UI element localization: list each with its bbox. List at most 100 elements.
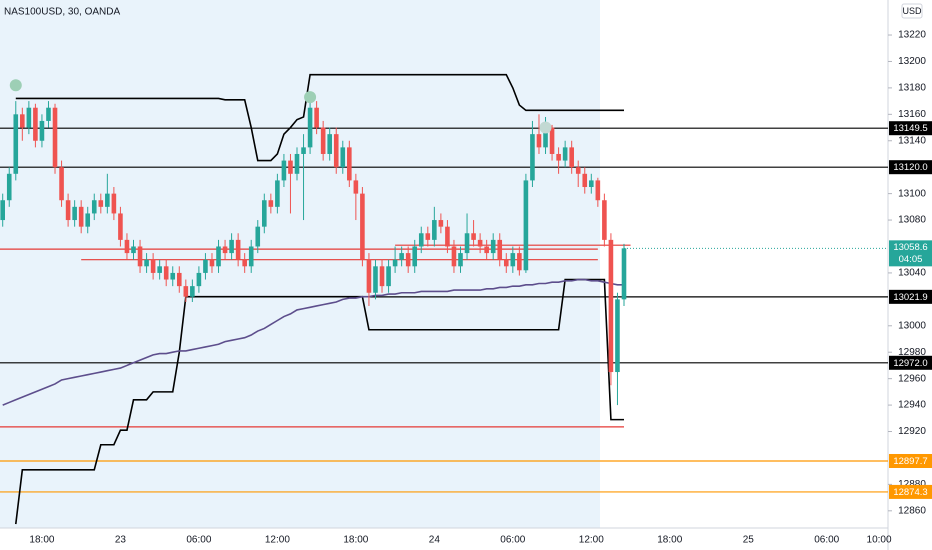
signal-marker xyxy=(539,121,552,134)
candle-body xyxy=(183,286,189,297)
candle-body xyxy=(72,206,77,221)
y-tick-label: 13200 xyxy=(898,56,926,67)
candle-body xyxy=(517,253,522,271)
x-tick-label: 06:00 xyxy=(186,535,211,546)
candle-body xyxy=(379,266,385,287)
level-label-box xyxy=(889,484,932,499)
level-label: 12972.0 xyxy=(893,358,927,369)
last-price-label: 13058.6 xyxy=(893,242,927,253)
candle-body xyxy=(405,253,411,267)
level-label-box xyxy=(889,160,932,175)
chart-title: NAS100USD, 30, OANDA xyxy=(4,7,120,18)
candle-body xyxy=(91,200,97,214)
level-label: 13021.9 xyxy=(893,292,927,303)
candle-body xyxy=(333,134,339,168)
candle-body xyxy=(144,259,149,267)
candle-body xyxy=(242,259,247,267)
x-tick-label: 12:00 xyxy=(579,535,604,546)
currency-box[interactable] xyxy=(901,3,923,19)
candle-body xyxy=(399,253,404,260)
candle-body xyxy=(314,107,319,128)
candle-body xyxy=(497,239,503,260)
candle-body xyxy=(445,226,450,247)
level-label: 13120.0 xyxy=(893,162,927,173)
candle-body xyxy=(556,153,561,161)
candle-body xyxy=(137,246,143,267)
countdown: 04:05 xyxy=(899,254,923,265)
candle-body xyxy=(530,134,535,181)
candle-body xyxy=(366,259,372,293)
last-price-box xyxy=(889,240,932,267)
y-tick-label: 12860 xyxy=(898,505,926,516)
candle-body xyxy=(39,120,45,141)
candle-body xyxy=(589,180,594,188)
candle-body xyxy=(105,193,110,207)
candle-body xyxy=(124,239,130,254)
signal-marker xyxy=(9,79,22,92)
candle-body xyxy=(176,272,182,287)
candle-body xyxy=(229,239,234,254)
y-tick-label: 12980 xyxy=(898,347,926,358)
x-tick-label: 12:00 xyxy=(265,535,290,546)
x-tick-label: 10:00 xyxy=(867,535,892,546)
currency[interactable]: USD xyxy=(902,6,922,16)
plot xyxy=(0,73,888,525)
level-label: 12874.3 xyxy=(893,487,927,498)
candle-body xyxy=(340,147,346,168)
candle-body xyxy=(275,180,280,207)
x-tick-label: 18:00 xyxy=(657,535,682,546)
candle-body xyxy=(203,259,208,273)
candle-body xyxy=(373,266,378,293)
candle-body xyxy=(78,206,84,227)
candle-body xyxy=(484,246,489,254)
candle-body xyxy=(582,173,588,188)
candle-body xyxy=(196,272,202,287)
overlay-line xyxy=(15,73,624,162)
y-tick-label: 12880 xyxy=(898,479,926,490)
level-label-box xyxy=(889,453,932,468)
overlay-line xyxy=(14,278,624,525)
candle-body xyxy=(543,127,548,148)
x-tick-label: 06:00 xyxy=(500,535,525,546)
candle-body xyxy=(131,246,136,254)
candle-body xyxy=(111,193,117,214)
candle-body xyxy=(615,299,620,373)
level-label-box xyxy=(889,289,932,304)
candle-body xyxy=(301,147,306,154)
candle-body xyxy=(425,233,431,240)
candle-body xyxy=(85,213,91,227)
candle-body xyxy=(458,253,463,267)
candle-body xyxy=(477,239,483,247)
candle-body xyxy=(216,246,221,267)
y-tick-label: 13160 xyxy=(898,109,926,120)
level-label: 13149.5 xyxy=(893,123,927,134)
candle-body xyxy=(0,200,5,221)
candle-body xyxy=(347,147,352,181)
candle-body xyxy=(562,147,568,161)
y-tick-label: 13180 xyxy=(898,83,926,94)
candle-body xyxy=(307,107,313,148)
candle-body xyxy=(20,114,25,128)
candle-body xyxy=(33,107,38,141)
candle-body xyxy=(569,147,574,168)
x-tick-label: 24 xyxy=(429,535,441,546)
overlay-line xyxy=(2,278,624,406)
y-tick-label: 12920 xyxy=(898,426,926,437)
candle-body xyxy=(294,153,300,174)
candle-body xyxy=(602,200,607,240)
candle-body xyxy=(170,272,176,280)
candle-body xyxy=(118,213,123,240)
candle-body xyxy=(52,107,58,168)
candle-body xyxy=(432,220,437,240)
y-tick-label: 13140 xyxy=(898,135,926,146)
x-tick-label: 06:00 xyxy=(814,535,839,546)
session-shade xyxy=(0,0,600,528)
candle-body xyxy=(157,266,162,273)
candle-body xyxy=(281,160,287,181)
candle-body xyxy=(98,200,104,207)
candle-body xyxy=(490,239,496,254)
candle-body xyxy=(268,200,274,207)
x-tick-label: 18:00 xyxy=(29,535,54,546)
candle-body xyxy=(222,246,228,254)
candle-body xyxy=(65,200,71,221)
